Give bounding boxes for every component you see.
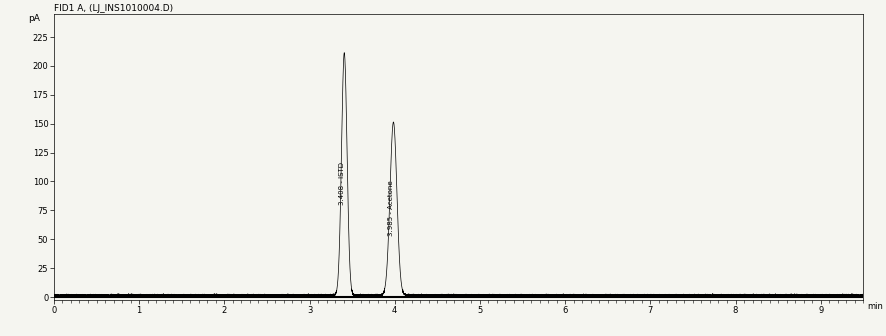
Text: 3.408 - ISTD: 3.408 - ISTD bbox=[338, 162, 345, 205]
Y-axis label: pA: pA bbox=[27, 14, 40, 23]
Text: 3.985 - Acetone: 3.985 - Acetone bbox=[387, 181, 393, 236]
Text: FID1 A, (LJ_INS1010004.D): FID1 A, (LJ_INS1010004.D) bbox=[54, 4, 173, 13]
Text: min: min bbox=[867, 302, 882, 311]
